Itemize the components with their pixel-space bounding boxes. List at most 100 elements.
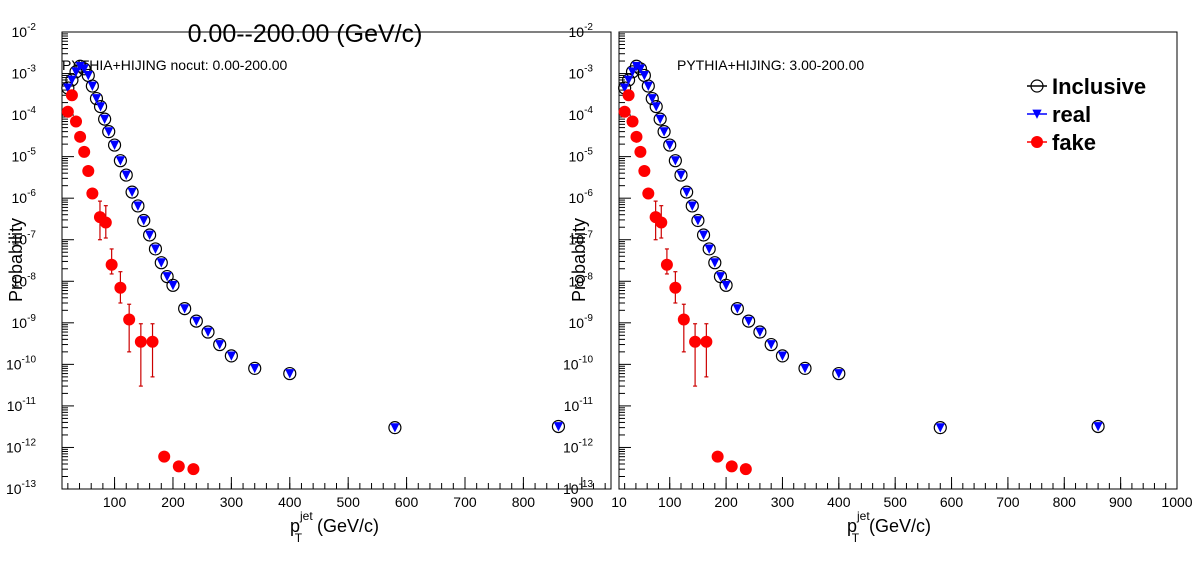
real-point (156, 258, 166, 268)
fake-point (123, 313, 136, 326)
inclusive-point (166, 278, 180, 292)
inclusive-point (764, 337, 778, 352)
inclusive-point (702, 242, 716, 256)
real-point (139, 216, 149, 226)
real-point (659, 127, 669, 137)
series-real (619, 61, 1103, 433)
fake-point (634, 145, 647, 158)
legend-entry-real: real (1027, 102, 1091, 127)
x-tick-label: 600 (395, 494, 419, 510)
fake-point (146, 335, 159, 348)
inclusive-point (551, 419, 566, 434)
fake-point (99, 216, 112, 229)
real-point (721, 280, 731, 291)
real-point (83, 71, 93, 81)
real-point (698, 230, 709, 240)
fake-point (70, 115, 83, 128)
inclusive-point (154, 256, 168, 270)
inclusive-point (798, 361, 812, 375)
real-point (79, 64, 89, 74)
real-point (63, 83, 73, 93)
x-tick-label: 800 (512, 494, 536, 510)
x-tick-label: 200 (714, 494, 738, 510)
x-tick-label: 900 (1109, 494, 1133, 510)
real-point (643, 81, 653, 91)
inclusive-point (680, 185, 694, 199)
fake-point (82, 165, 95, 178)
inclusive-point (691, 213, 705, 228)
inclusive-point (107, 138, 122, 152)
real-point (133, 201, 143, 211)
real-point (655, 114, 665, 125)
inclusive-point (178, 301, 192, 316)
real-point (635, 64, 646, 74)
real-point (390, 423, 400, 433)
real-point (553, 422, 564, 432)
plot-frame (618, 31, 1178, 490)
fake-point (655, 216, 668, 229)
x-tick-label: 10 (611, 494, 627, 510)
inclusive-point (189, 314, 203, 328)
series-real (63, 61, 564, 433)
real-point (704, 244, 714, 254)
real-point (935, 423, 945, 433)
real-point (777, 351, 788, 361)
fake-point (711, 450, 724, 463)
inclusive-point (113, 154, 128, 168)
fake-point (700, 335, 713, 348)
real-point (676, 170, 686, 180)
x-tick-label: 200 (161, 494, 185, 510)
fake-point (187, 463, 200, 476)
blue-triangle-icon (1032, 109, 1042, 119)
inclusive-point (248, 361, 262, 375)
inclusive-point (696, 228, 711, 242)
real-point (191, 316, 201, 326)
real-point (95, 102, 106, 112)
fake-point (669, 281, 682, 294)
real-point (168, 280, 178, 291)
x-tick-label: 700 (996, 494, 1020, 510)
inclusive-point (668, 154, 682, 168)
real-point (800, 363, 810, 374)
inclusive-point (89, 91, 104, 106)
real-point (144, 230, 155, 240)
fake-point (677, 313, 690, 326)
plot-panel-1: 100 200 300 400 500 600 700 800 90010-1310-1210-… (6, 22, 612, 545)
x-tick-label: 300 (771, 494, 795, 510)
x-axis-title: pjet T(GeV/c) (847, 509, 931, 545)
x-tick-label: 500 (337, 494, 361, 510)
x-tick-label: 700 (453, 494, 477, 510)
fake-point (618, 105, 631, 118)
real-point (127, 187, 137, 198)
fake-point (158, 450, 171, 463)
real-point (766, 340, 776, 350)
legend: Inclusive real fake (1027, 74, 1146, 155)
real-point (834, 369, 844, 379)
real-point (150, 244, 161, 254)
real-point (627, 67, 638, 77)
inclusive-point (933, 421, 947, 435)
inclusive-point (65, 73, 79, 87)
legend-entry-fake: fake (1027, 130, 1096, 155)
legend-entry-inclusive: Inclusive (1027, 74, 1146, 99)
real-point (67, 75, 77, 85)
real-point (104, 127, 114, 137)
fake-point (114, 281, 127, 294)
panel-title: PYTHIA+HIJING nocut: 0.00-200.00 (62, 57, 287, 73)
inclusive-point (832, 366, 846, 381)
x-tick-label: 900 (570, 494, 594, 510)
real-point (1093, 422, 1103, 432)
real-point (715, 272, 726, 282)
real-point (693, 216, 703, 226)
real-point (670, 156, 681, 166)
real-point (639, 71, 650, 81)
real-point (226, 351, 237, 361)
open-circle-icon (1030, 79, 1044, 93)
x-tick-label: 100 (103, 494, 127, 510)
x-tick-label: 400 (827, 494, 851, 510)
real-point (710, 258, 720, 268)
fake-point (105, 258, 118, 271)
inclusive-point (148, 242, 163, 256)
